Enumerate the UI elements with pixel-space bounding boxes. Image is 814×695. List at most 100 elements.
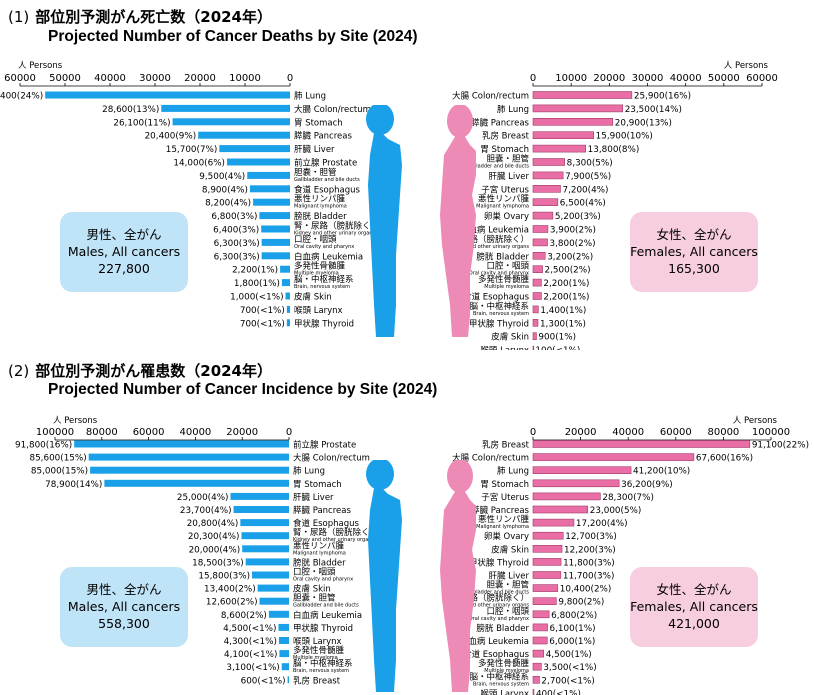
male-total-box-2: 男性、全がん Males, All cancers 558,300	[60, 567, 188, 647]
female-value-label: 400(<1%)	[536, 689, 581, 695]
male-bar	[268, 610, 289, 618]
female-value-label: 12,200(3%)	[564, 545, 616, 555]
male-value-label: 9,500(4%)	[199, 172, 245, 182]
female-site-label: 子宮 Uterus	[481, 184, 529, 195]
male-site-label-en: Malignant lymphoma	[293, 550, 346, 556]
male-value-label: 23,700(4%)	[180, 506, 232, 516]
male-value-label: 85,600(15%)	[29, 454, 86, 464]
female-site-label-ja: 皮膚	[491, 544, 511, 555]
male-silhouette-icon	[366, 460, 402, 692]
male-site-label-ja: 喉頭	[293, 636, 313, 647]
male-bar	[242, 545, 289, 553]
female-tick-label: 0	[530, 73, 536, 84]
male-site-label-en: Multiple myeloma	[293, 655, 338, 661]
male-site-label-en: Malignant lymphoma	[294, 204, 347, 210]
male-site-label-ja: 脳・中枢神経系	[294, 274, 354, 285]
male-axis-unit: 人 Persons	[53, 416, 98, 426]
female-total-box-1: 女性、全がん Females, All cancers 165,300	[630, 212, 758, 292]
female-site-label-ja: 乳房	[482, 440, 502, 451]
female-site-label-en: Uterus	[501, 185, 530, 195]
deaths-chart: 人 Persons 60000 50000 40000 30000 20000 10000 0…	[0, 61, 778, 350]
male-value-label: 1,000(<1%)	[230, 293, 283, 303]
section1-number: (1)	[8, 8, 30, 26]
female-tick-label: 30000	[632, 73, 664, 84]
male-bar	[278, 637, 289, 644]
female-value-label: 41,200(10%)	[633, 467, 690, 477]
male-box-total: 227,800	[98, 261, 150, 276]
section1-subtitle: Projected Number of Cancer Deaths by Sit…	[48, 28, 418, 45]
male-value-label: 91,800(16%)	[15, 441, 72, 451]
female-bar	[532, 158, 565, 166]
male-site-label-en: Kidney and other urinary organs	[294, 231, 375, 237]
female-tick-label: 60000	[660, 427, 692, 438]
male-site-label-ja: 食道	[294, 184, 314, 195]
female-box-en: Females, All cancers	[630, 244, 758, 259]
male-bar	[257, 584, 289, 592]
male-bar	[240, 519, 289, 527]
female-site-label: 卵巣 Ovary	[484, 211, 529, 222]
female-site-label: 食道 Esophagus	[463, 292, 529, 303]
female-value-label: 36,200(9%)	[621, 480, 673, 490]
male-value-label: 85,000(15%)	[31, 467, 88, 477]
female-site-label-ja: 肺	[497, 105, 508, 115]
female-site-label-en: Bladder	[496, 624, 529, 634]
female-site-label-en: Breast	[502, 441, 530, 451]
female-value-label: 2,200(1%)	[543, 279, 589, 289]
male-site-label: 前立腺 Prostate	[293, 440, 356, 451]
male-value-label: 20,000(4%)	[189, 545, 241, 555]
male-tick-label: 0	[287, 73, 293, 84]
female-site-label-ja: 皮膚	[491, 332, 511, 343]
male-tick-label: 60000	[133, 427, 165, 438]
female-site-label: 肝臓 Liver	[488, 571, 529, 582]
female-value-label: 1,400(1%)	[540, 306, 586, 316]
male-bar	[172, 118, 290, 126]
male-site-label-ja: 大腸	[294, 104, 314, 115]
male-tick-label: 80000	[86, 427, 118, 438]
male-value-label: 6,300(3%)	[214, 252, 260, 262]
male-value-label: 3,100(<1%)	[226, 663, 279, 673]
female-bar	[532, 252, 546, 260]
male-site-label-en: Colon/rectum	[314, 105, 371, 115]
female-site-label: 食道 Esophagus	[463, 649, 529, 660]
female-site-label-en: Stomach	[492, 145, 529, 155]
male-site-label-ja: 大腸	[293, 453, 313, 464]
male-value-label: 20,800(4%)	[187, 519, 239, 529]
female-site-label-en: Esophagus	[483, 650, 530, 660]
male-bar	[279, 650, 289, 658]
female-value-label: 3,200(2%)	[547, 252, 593, 262]
female-value-label: 6,800(2%)	[551, 611, 597, 621]
male-site-label: 大腸 Colon/rectum	[293, 453, 370, 464]
male-site-label-ja: 肺	[294, 92, 305, 102]
male-site-label-ja: 肺	[293, 467, 304, 477]
male-site-label-ja: 悪性リンパ腫	[293, 540, 345, 551]
male-site-label-ja: 膀胱	[294, 211, 314, 222]
male-silhouette-icon	[366, 105, 402, 337]
female-site-label-en: Liver	[508, 172, 529, 182]
female-site-label: 甲状腺 Thyroid	[469, 557, 529, 568]
female-box-ja: 女性、全がん	[656, 582, 732, 597]
female-site-label-en: Multiple myeloma	[484, 284, 529, 290]
female-site-label: 膵臓 Pancreas	[471, 117, 529, 128]
female-value-label: 23,500(14%)	[625, 105, 682, 115]
female-site-label-ja: 膀胱	[476, 623, 496, 634]
female-site-label: 肺 Lung	[497, 105, 529, 115]
female-site-label-ja: 脳・中枢神経系	[469, 301, 529, 312]
female-bar	[532, 689, 535, 695]
female-box-en: Females, All cancers	[630, 599, 758, 614]
female-site-label-en: Brain, nervous system	[473, 681, 529, 687]
male-value-label: 8,200(4%)	[205, 199, 251, 209]
male-tick-label: 40000	[94, 73, 126, 84]
male-bar	[161, 104, 290, 112]
male-site-label-en: Gallbladder and bile ducts	[294, 177, 360, 183]
male-value-label: 14,000(6%)	[173, 159, 225, 169]
female-bar	[532, 440, 751, 448]
female-bar	[532, 479, 620, 488]
male-site-label: 大腸 Colon/rectum	[294, 104, 371, 115]
female-site-label: 肺 Lung	[497, 467, 529, 477]
female-value-label: 6,000(1%)	[549, 637, 595, 647]
male-site-label-ja: 口腔・咽頭	[294, 234, 337, 245]
male-bar	[219, 145, 290, 153]
female-value-label: 23,000(5%)	[590, 506, 642, 516]
male-site-label-en: Gallbladder and bile ducts	[293, 603, 359, 609]
female-bar	[532, 131, 594, 139]
